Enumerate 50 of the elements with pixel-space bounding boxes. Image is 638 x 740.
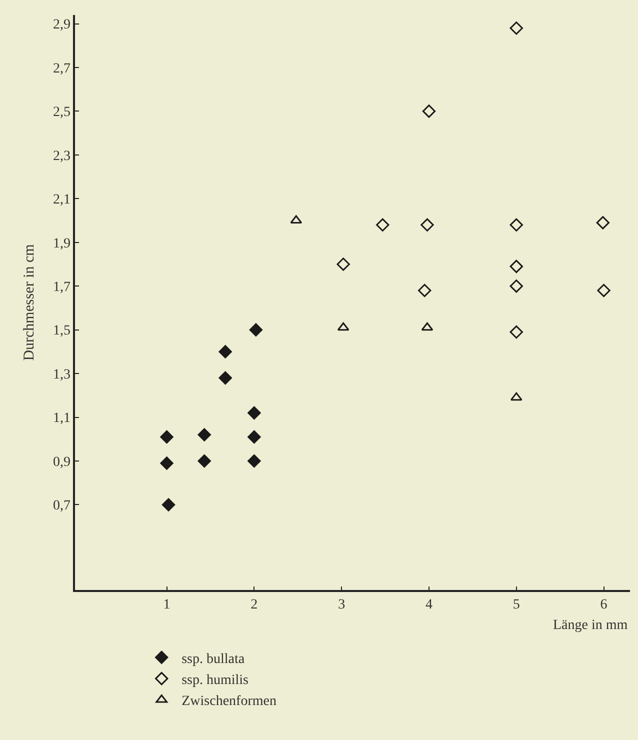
legend-label: ssp. bullata [182, 652, 246, 667]
y-tick-label: 1,3 [52, 367, 70, 382]
y-tick-label: 0,7 [52, 498, 70, 514]
point [162, 498, 176, 512]
x-tick-label: 3 [338, 598, 346, 613]
point [510, 325, 523, 339]
y-tick-label: 0,9 [52, 454, 70, 470]
point [422, 104, 436, 118]
y-tick-label: 1,7 [52, 280, 70, 295]
point [249, 323, 263, 336]
y-tick-label: 1,5 [52, 324, 70, 339]
point [510, 260, 523, 274]
point [418, 284, 432, 298]
x-tick-label: 1 [163, 598, 170, 613]
point [198, 428, 211, 442]
y-tick-label: 1,9 [52, 236, 70, 252]
y-tick-label: 1,1 [52, 411, 70, 426]
y-tick-label: 2,1 [52, 192, 70, 208]
y-tick-label: 2,9 [52, 18, 70, 33]
y-tick-label: 2,7 [52, 61, 70, 76]
legend-label: Zwischenformen [182, 694, 276, 710]
point [198, 454, 211, 468]
point [218, 345, 232, 358]
y-axis-title: Durchmesser in cm [22, 244, 38, 361]
y-tick-label: 2,3 [52, 148, 70, 164]
x-tick-label: 4 [425, 598, 432, 613]
point [597, 284, 610, 298]
point [421, 322, 434, 331]
point [337, 322, 350, 331]
point [510, 218, 523, 232]
point [160, 456, 174, 470]
point [160, 430, 174, 444]
x-tick-label: 2 [250, 598, 258, 613]
point [420, 218, 434, 232]
point [376, 218, 390, 232]
point [596, 216, 610, 230]
x-tick-label: 5 [512, 598, 520, 613]
point [248, 406, 261, 420]
y-tick-label: 2,5 [52, 105, 70, 120]
point [248, 454, 261, 468]
point [218, 371, 232, 385]
point [510, 280, 523, 293]
point [290, 215, 302, 224]
point [510, 392, 522, 401]
x-tick-label: 6 [600, 598, 608, 613]
x-axis-title: Länge in mm [553, 618, 628, 633]
point [336, 258, 350, 271]
point [248, 430, 261, 444]
point [510, 22, 523, 35]
legend-label: ssp. humilis [182, 673, 249, 688]
